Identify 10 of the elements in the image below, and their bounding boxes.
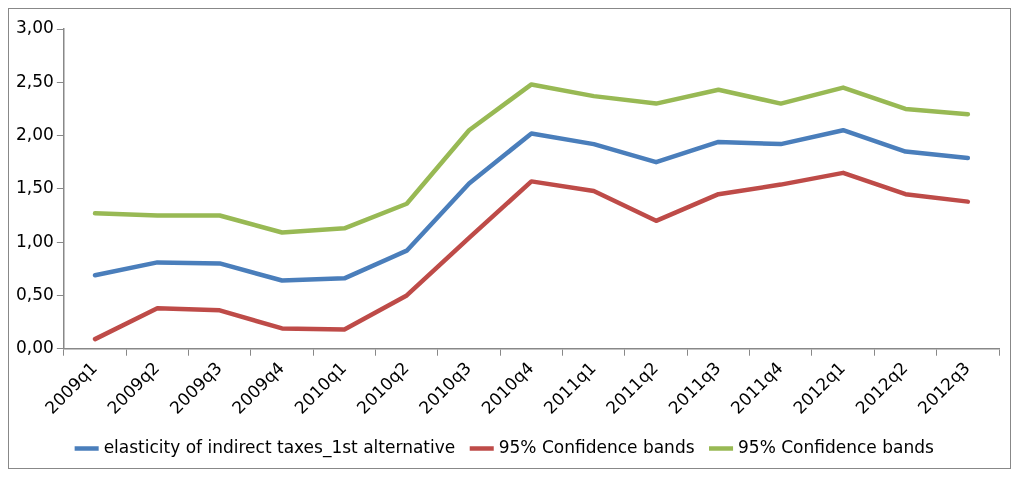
- y-tick-label: 0,00: [15, 337, 54, 358]
- y-tick-label: 2,00: [15, 123, 54, 144]
- legend-label: 95% Confidence bands: [738, 436, 934, 457]
- y-tick-label: 3,00: [15, 17, 54, 38]
- legend-label: 95% Confidence bands: [498, 436, 695, 457]
- y-tick-label: 0,50: [15, 283, 54, 304]
- legend-label: elasticity of indirect taxes_1st alternative: [103, 436, 456, 458]
- y-tick-label: 2,50: [15, 70, 54, 91]
- y-tick-label: 1,50: [15, 177, 54, 198]
- y-tick-label: 1,00: [15, 230, 54, 251]
